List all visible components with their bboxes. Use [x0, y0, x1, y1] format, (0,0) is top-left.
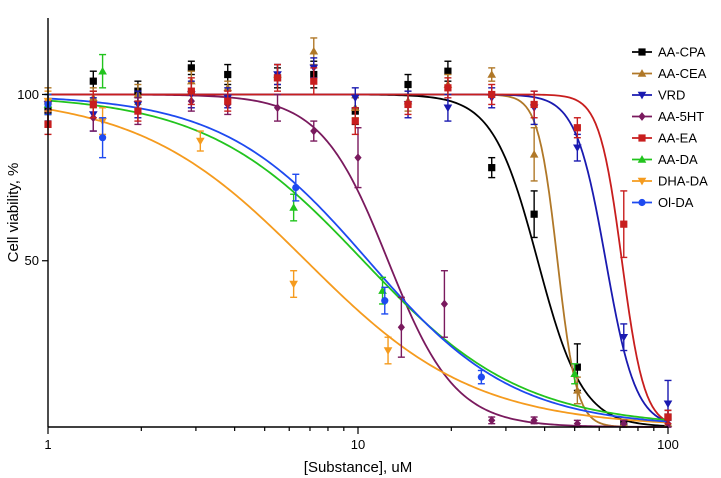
data-point	[350, 94, 360, 103]
data-point	[663, 400, 673, 409]
legend-label: AA-DA	[658, 152, 698, 167]
legend-item-vrd: VRD	[632, 88, 685, 103]
fit-curve-aa-ea	[48, 93, 669, 423]
data-point	[292, 183, 300, 192]
legend: AA-CPA AA-CEA VRD AA-5HT AA-EA AA-DA DHA-DA Ol-…	[632, 45, 708, 210]
legend-item-ol-da: Ol-DA	[632, 195, 694, 210]
data-point	[98, 66, 107, 75]
data-point	[289, 280, 298, 289]
axes: 1 10 100 50 100	[17, 18, 679, 452]
fit-curve-ol-da	[47, 97, 669, 423]
x-axis-title: [Substance], uM	[304, 459, 412, 476]
legend-label: AA-CEA	[658, 66, 707, 81]
data-point	[619, 333, 629, 342]
x-tick-label: 10	[351, 437, 365, 452]
data-point	[573, 124, 581, 132]
data-point	[530, 100, 538, 109]
legend-label: AA-CPA	[658, 45, 706, 60]
x-tick-label: 100	[657, 437, 679, 452]
data-point	[309, 46, 319, 55]
data-point	[487, 70, 497, 78]
data-point	[570, 369, 580, 378]
legend-marker	[638, 134, 646, 142]
data-point	[573, 386, 582, 394]
legend-label: AA-EA	[658, 131, 697, 146]
legend-item-dha-da: DHA-DA	[632, 174, 708, 189]
data-point	[98, 134, 107, 142]
data-point	[224, 97, 232, 105]
y-tick-label: 50	[25, 253, 39, 268]
data-point	[620, 220, 628, 228]
data-point	[134, 107, 142, 115]
fit-curve-dha-da	[47, 108, 669, 424]
legend-label: VRD	[658, 88, 685, 103]
legend-label: Ol-DA	[658, 195, 694, 210]
legend-marker	[637, 155, 647, 163]
data-point	[196, 137, 205, 146]
data-point	[187, 64, 195, 72]
legend-marker	[638, 198, 646, 207]
data-point	[488, 416, 496, 425]
legend-marker	[638, 48, 646, 56]
fit-curves	[47, 93, 669, 428]
data-point	[273, 74, 282, 82]
data-point	[444, 84, 452, 92]
data-point	[477, 373, 485, 381]
y-axis-title: Cell viability, %	[5, 163, 22, 263]
data-point	[187, 87, 195, 95]
data-point	[530, 210, 538, 218]
data-point	[443, 104, 453, 113]
legend-item-aa-ea: AA-EA	[632, 131, 697, 146]
data-point	[488, 164, 496, 172]
legend-item-aa-cpa: AA-CPA	[632, 45, 706, 60]
data-point	[530, 416, 538, 425]
data-point	[404, 80, 412, 89]
legend-marker	[637, 69, 647, 77]
data-point	[620, 419, 628, 428]
data-point	[383, 347, 393, 355]
series-aa-da	[43, 53, 580, 385]
fit-curve-aa-da	[47, 99, 669, 421]
y-axis-ticks: 50 100	[17, 87, 48, 268]
legend-label: DHA-DA	[658, 174, 708, 189]
legend-label: AA-5HT	[658, 109, 704, 124]
data-point	[404, 100, 412, 109]
data-point	[310, 126, 318, 136]
data-point	[573, 144, 582, 153]
legend-item-aa-cea: AA-CEA	[632, 66, 707, 81]
data-point	[664, 413, 672, 421]
data-point	[573, 363, 581, 371]
series-ol-da	[44, 93, 485, 385]
data-points	[43, 37, 673, 428]
legend-marker	[637, 177, 647, 186]
legend-item-aa-5ht: AA-5HT	[632, 109, 704, 124]
data-point	[351, 117, 359, 125]
data-point	[440, 299, 449, 309]
legend-marker	[638, 112, 646, 121]
x-axis-ticks: 1 10 100	[44, 427, 679, 452]
legend-marker	[637, 91, 647, 100]
data-point	[289, 203, 298, 211]
data-point	[397, 322, 405, 332]
data-point	[381, 297, 389, 305]
data-point	[354, 153, 362, 162]
x-tick-label: 1	[44, 437, 51, 452]
data-point	[273, 103, 282, 113]
y-tick-label: 100	[17, 87, 39, 102]
data-point	[89, 77, 97, 85]
data-point	[529, 150, 539, 158]
data-point	[573, 419, 581, 428]
data-point	[310, 77, 318, 85]
data-point	[444, 67, 452, 75]
data-point	[89, 100, 97, 109]
legend-item-aa-da: AA-DA	[632, 152, 698, 167]
data-point	[488, 90, 496, 99]
data-point	[224, 70, 232, 79]
